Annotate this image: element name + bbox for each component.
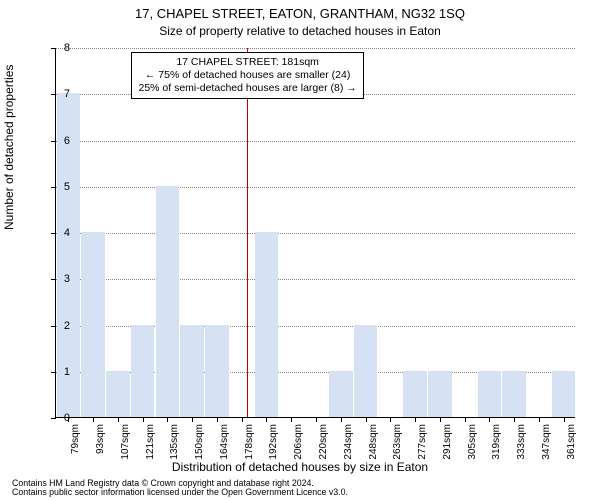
y-tick-label: 5 xyxy=(50,181,70,193)
bar xyxy=(81,232,105,417)
y-tick-label: 0 xyxy=(50,412,70,424)
reference-line xyxy=(247,48,248,417)
x-tick-mark xyxy=(514,417,515,422)
x-tick-label: 234sqm xyxy=(343,424,354,460)
x-tick-mark xyxy=(266,417,267,422)
chart-title-line2: Size of property relative to detached ho… xyxy=(0,24,600,38)
x-tick-label: 135sqm xyxy=(169,424,180,460)
x-tick-mark xyxy=(415,417,416,422)
x-tick-label: 277sqm xyxy=(417,424,428,460)
bar xyxy=(428,371,452,417)
annotation-line2: ← 75% of detached houses are smaller (24… xyxy=(138,69,356,82)
bar xyxy=(403,371,427,417)
x-tick-label: 150sqm xyxy=(194,424,205,460)
y-tick-label: 8 xyxy=(50,42,70,54)
y-tick-label: 6 xyxy=(50,135,70,147)
footer-attribution: Contains HM Land Registry data © Crown c… xyxy=(12,479,348,498)
y-axis-label: Number of detached properties xyxy=(2,65,16,230)
x-tick-mark xyxy=(489,417,490,422)
bar xyxy=(106,371,130,417)
y-tick-label: 2 xyxy=(50,320,70,332)
x-tick-label: 178sqm xyxy=(244,424,255,460)
x-tick-mark xyxy=(93,417,94,422)
x-tick-mark xyxy=(341,417,342,422)
bar xyxy=(502,371,526,417)
x-tick-mark xyxy=(143,417,144,422)
bar xyxy=(156,186,180,417)
annotation-line1: 17 CHAPEL STREET: 181sqm xyxy=(138,56,356,69)
y-tick-label: 4 xyxy=(50,227,70,239)
bar xyxy=(552,371,576,417)
annotation-box: 17 CHAPEL STREET: 181sqm ← 75% of detach… xyxy=(131,52,363,99)
chart-container: 17, CHAPEL STREET, EATON, GRANTHAM, NG32… xyxy=(0,0,600,500)
x-tick-label: 206sqm xyxy=(293,424,304,460)
gridline xyxy=(56,141,575,142)
x-tick-label: 121sqm xyxy=(145,424,156,460)
gridline xyxy=(56,233,575,234)
x-tick-mark xyxy=(217,417,218,422)
x-tick-mark xyxy=(564,417,565,422)
x-tick-mark xyxy=(390,417,391,422)
x-tick-label: 361sqm xyxy=(566,424,577,460)
bar xyxy=(354,325,378,418)
x-tick-label: 192sqm xyxy=(268,424,279,460)
bar xyxy=(478,371,502,417)
x-tick-label: 220sqm xyxy=(318,424,329,460)
x-tick-mark xyxy=(539,417,540,422)
bar xyxy=(205,325,229,418)
bar xyxy=(131,325,155,418)
x-axis-label: Distribution of detached houses by size … xyxy=(0,460,600,474)
footer-line2: Contains public sector information licen… xyxy=(12,488,348,498)
x-tick-label: 263sqm xyxy=(392,424,403,460)
x-tick-label: 319sqm xyxy=(491,424,502,460)
x-tick-label: 79sqm xyxy=(70,424,81,454)
x-tick-label: 93sqm xyxy=(95,424,106,454)
gridline xyxy=(56,48,575,49)
annotation-line3: 25% of semi-detached houses are larger (… xyxy=(138,82,356,95)
chart-title-line1: 17, CHAPEL STREET, EATON, GRANTHAM, NG32… xyxy=(0,6,600,21)
bar xyxy=(180,325,204,418)
x-tick-label: 305sqm xyxy=(467,424,478,460)
x-tick-label: 107sqm xyxy=(120,424,131,460)
y-tick-label: 3 xyxy=(50,273,70,285)
gridline xyxy=(56,187,575,188)
x-tick-mark xyxy=(118,417,119,422)
x-tick-mark xyxy=(316,417,317,422)
x-tick-mark xyxy=(167,417,168,422)
x-tick-mark xyxy=(192,417,193,422)
gridline xyxy=(56,279,575,280)
x-tick-mark xyxy=(465,417,466,422)
x-tick-label: 347sqm xyxy=(541,424,552,460)
bar xyxy=(255,232,279,417)
x-tick-mark xyxy=(366,417,367,422)
x-tick-label: 291sqm xyxy=(442,424,453,460)
plot-area: 17 CHAPEL STREET: 181sqm ← 75% of detach… xyxy=(55,48,575,418)
y-tick-label: 1 xyxy=(50,366,70,378)
x-tick-mark xyxy=(291,417,292,422)
x-tick-label: 248sqm xyxy=(368,424,379,460)
x-tick-label: 333sqm xyxy=(516,424,527,460)
x-tick-mark xyxy=(440,417,441,422)
y-tick-label: 7 xyxy=(50,88,70,100)
x-tick-label: 164sqm xyxy=(219,424,230,460)
x-tick-mark xyxy=(242,417,243,422)
bar xyxy=(329,371,353,417)
